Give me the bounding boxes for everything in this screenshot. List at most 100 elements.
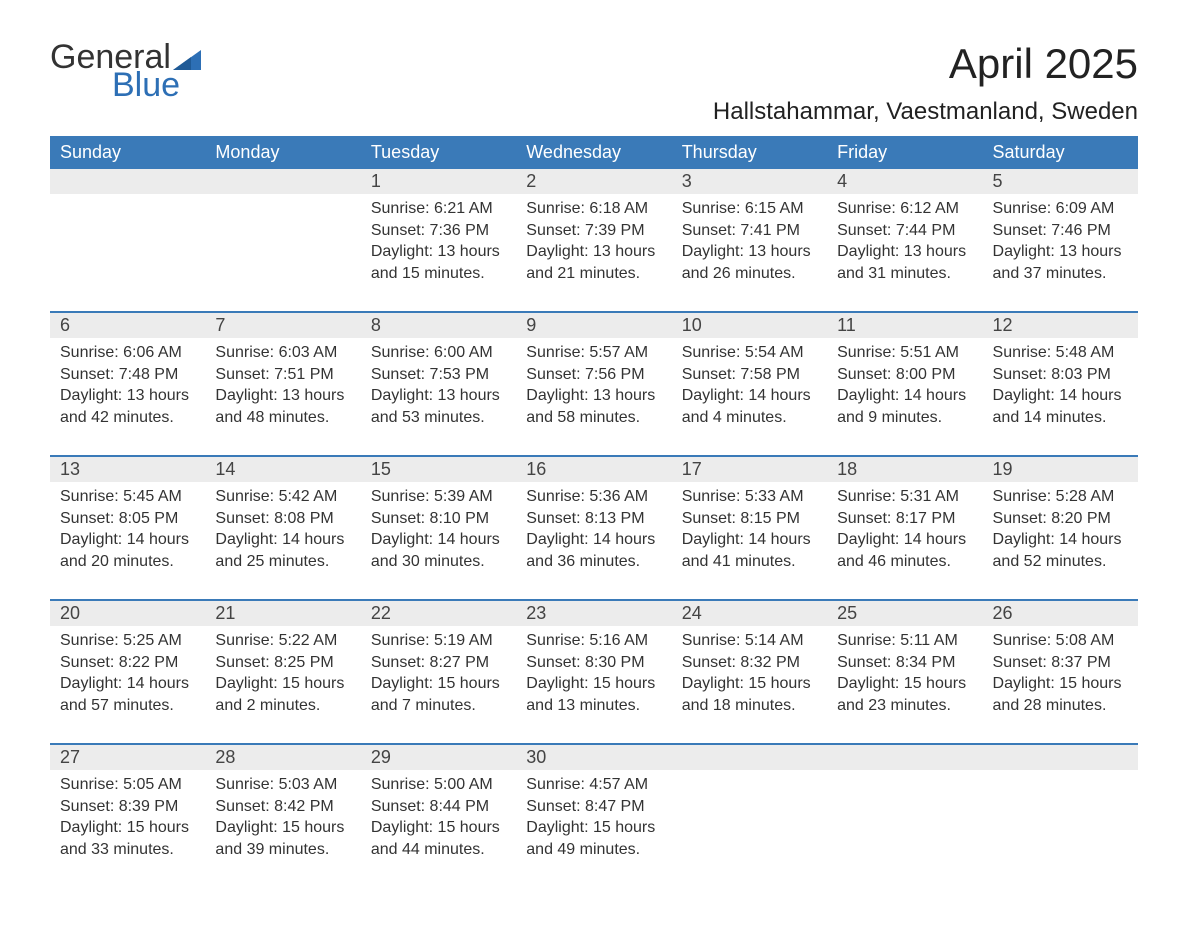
day-cell: Sunrise: 5:57 AMSunset: 7:56 PMDaylight:… [516, 338, 671, 456]
daylight-line: Daylight: 14 hours and 4 minutes. [682, 385, 817, 428]
sunset-line: Sunset: 8:15 PM [682, 508, 817, 530]
day-cell: Sunrise: 5:33 AMSunset: 8:15 PMDaylight:… [672, 482, 827, 600]
day-number-cell: 2 [516, 169, 671, 194]
daylight-line: Daylight: 14 hours and 25 minutes. [215, 529, 350, 572]
day-cell-content: Sunrise: 6:09 AMSunset: 7:46 PMDaylight:… [983, 194, 1138, 284]
day-cell-content: Sunrise: 5:36 AMSunset: 8:13 PMDaylight:… [516, 482, 671, 572]
day-number-cell [827, 744, 982, 770]
sunrise-line: Sunrise: 6:00 AM [371, 342, 506, 364]
day-number-cell: 9 [516, 312, 671, 338]
day-number-cell: 16 [516, 456, 671, 482]
daylight-line: Daylight: 13 hours and 15 minutes. [371, 241, 506, 284]
daylight-line: Daylight: 14 hours and 30 minutes. [371, 529, 506, 572]
day-cell: Sunrise: 5:36 AMSunset: 8:13 PMDaylight:… [516, 482, 671, 600]
day-cell-content: Sunrise: 5:22 AMSunset: 8:25 PMDaylight:… [205, 626, 360, 716]
sunrise-line: Sunrise: 6:09 AM [993, 198, 1128, 220]
day-cell [205, 194, 360, 312]
week-content-row: Sunrise: 5:25 AMSunset: 8:22 PMDaylight:… [50, 626, 1138, 744]
day-number-cell: 19 [983, 456, 1138, 482]
day-cell: Sunrise: 6:18 AMSunset: 7:39 PMDaylight:… [516, 194, 671, 312]
daylight-line: Daylight: 15 hours and 33 minutes. [60, 817, 195, 860]
day-cell-content: Sunrise: 5:11 AMSunset: 8:34 PMDaylight:… [827, 626, 982, 716]
sunset-line: Sunset: 7:46 PM [993, 220, 1128, 242]
daylight-line: Daylight: 14 hours and 52 minutes. [993, 529, 1128, 572]
day-cell: Sunrise: 6:00 AMSunset: 7:53 PMDaylight:… [361, 338, 516, 456]
daylight-line: Daylight: 14 hours and 57 minutes. [60, 673, 195, 716]
sunset-line: Sunset: 8:39 PM [60, 796, 195, 818]
day-cell-content: Sunrise: 5:25 AMSunset: 8:22 PMDaylight:… [50, 626, 205, 716]
day-cell-content: Sunrise: 6:15 AMSunset: 7:41 PMDaylight:… [672, 194, 827, 284]
sunset-line: Sunset: 8:22 PM [60, 652, 195, 674]
week-content-row: Sunrise: 5:45 AMSunset: 8:05 PMDaylight:… [50, 482, 1138, 600]
day-cell: Sunrise: 6:12 AMSunset: 7:44 PMDaylight:… [827, 194, 982, 312]
week-content-row: Sunrise: 6:21 AMSunset: 7:36 PMDaylight:… [50, 194, 1138, 312]
sunset-line: Sunset: 8:03 PM [993, 364, 1128, 386]
day-cell-content: Sunrise: 5:45 AMSunset: 8:05 PMDaylight:… [50, 482, 205, 572]
sunrise-line: Sunrise: 6:06 AM [60, 342, 195, 364]
day-cell-content: Sunrise: 6:21 AMSunset: 7:36 PMDaylight:… [361, 194, 516, 284]
day-cell: Sunrise: 5:19 AMSunset: 8:27 PMDaylight:… [361, 626, 516, 744]
day-number-cell: 15 [361, 456, 516, 482]
day-number-cell: 25 [827, 600, 982, 626]
sunset-line: Sunset: 8:08 PM [215, 508, 350, 530]
daylight-line: Daylight: 15 hours and 49 minutes. [526, 817, 661, 860]
day-cell [672, 770, 827, 888]
day-cell [983, 770, 1138, 888]
day-cell: Sunrise: 5:28 AMSunset: 8:20 PMDaylight:… [983, 482, 1138, 600]
sunrise-line: Sunrise: 5:48 AM [993, 342, 1128, 364]
sunrise-line: Sunrise: 5:28 AM [993, 486, 1128, 508]
sunrise-line: Sunrise: 5:25 AM [60, 630, 195, 652]
daylight-line: Daylight: 15 hours and 44 minutes. [371, 817, 506, 860]
daylight-line: Daylight: 13 hours and 37 minutes. [993, 241, 1128, 284]
day-number-cell [205, 169, 360, 194]
sunrise-line: Sunrise: 5:14 AM [682, 630, 817, 652]
sunset-line: Sunset: 7:44 PM [837, 220, 972, 242]
day-number-cell: 22 [361, 600, 516, 626]
sunset-line: Sunset: 8:32 PM [682, 652, 817, 674]
sunrise-line: Sunrise: 5:22 AM [215, 630, 350, 652]
sunset-line: Sunset: 7:48 PM [60, 364, 195, 386]
day-cell-content: Sunrise: 5:31 AMSunset: 8:17 PMDaylight:… [827, 482, 982, 572]
sunset-line: Sunset: 7:41 PM [682, 220, 817, 242]
sunset-line: Sunset: 8:47 PM [526, 796, 661, 818]
day-number-cell [50, 169, 205, 194]
day-number-cell: 1 [361, 169, 516, 194]
daylight-line: Daylight: 15 hours and 28 minutes. [993, 673, 1128, 716]
daylight-line: Daylight: 14 hours and 9 minutes. [837, 385, 972, 428]
sunset-line: Sunset: 7:53 PM [371, 364, 506, 386]
day-number-cell: 7 [205, 312, 360, 338]
day-number-cell: 27 [50, 744, 205, 770]
header: General Blue April 2025 Hallstahammar, V… [50, 40, 1138, 126]
sunset-line: Sunset: 7:36 PM [371, 220, 506, 242]
day-cell: Sunrise: 5:08 AMSunset: 8:37 PMDaylight:… [983, 626, 1138, 744]
daylight-line: Daylight: 15 hours and 18 minutes. [682, 673, 817, 716]
daylight-line: Daylight: 14 hours and 20 minutes. [60, 529, 195, 572]
sunrise-line: Sunrise: 6:15 AM [682, 198, 817, 220]
sunrise-line: Sunrise: 5:33 AM [682, 486, 817, 508]
day-header-row: SundayMondayTuesdayWednesdayThursdayFrid… [50, 136, 1138, 169]
day-cell-content: Sunrise: 5:19 AMSunset: 8:27 PMDaylight:… [361, 626, 516, 716]
day-number-cell: 5 [983, 169, 1138, 194]
day-number-cell: 3 [672, 169, 827, 194]
day-number-cell: 17 [672, 456, 827, 482]
day-cell-content: Sunrise: 5:00 AMSunset: 8:44 PMDaylight:… [361, 770, 516, 860]
day-cell: Sunrise: 5:14 AMSunset: 8:32 PMDaylight:… [672, 626, 827, 744]
sunset-line: Sunset: 8:37 PM [993, 652, 1128, 674]
sunrise-line: Sunrise: 5:36 AM [526, 486, 661, 508]
day-cell: Sunrise: 5:03 AMSunset: 8:42 PMDaylight:… [205, 770, 360, 888]
day-cell: Sunrise: 5:00 AMSunset: 8:44 PMDaylight:… [361, 770, 516, 888]
day-cell: Sunrise: 5:05 AMSunset: 8:39 PMDaylight:… [50, 770, 205, 888]
day-number-cell: 13 [50, 456, 205, 482]
daylight-line: Daylight: 14 hours and 36 minutes. [526, 529, 661, 572]
sunrise-line: Sunrise: 5:05 AM [60, 774, 195, 796]
day-cell: Sunrise: 5:54 AMSunset: 7:58 PMDaylight:… [672, 338, 827, 456]
day-cell-content: Sunrise: 6:00 AMSunset: 7:53 PMDaylight:… [361, 338, 516, 428]
sunrise-line: Sunrise: 6:18 AM [526, 198, 661, 220]
day-number-cell: 21 [205, 600, 360, 626]
day-cell-content: Sunrise: 5:54 AMSunset: 7:58 PMDaylight:… [672, 338, 827, 428]
day-cell-content: Sunrise: 5:42 AMSunset: 8:08 PMDaylight:… [205, 482, 360, 572]
sunrise-line: Sunrise: 6:12 AM [837, 198, 972, 220]
day-number-cell: 8 [361, 312, 516, 338]
week-content-row: Sunrise: 5:05 AMSunset: 8:39 PMDaylight:… [50, 770, 1138, 888]
day-number-cell: 14 [205, 456, 360, 482]
